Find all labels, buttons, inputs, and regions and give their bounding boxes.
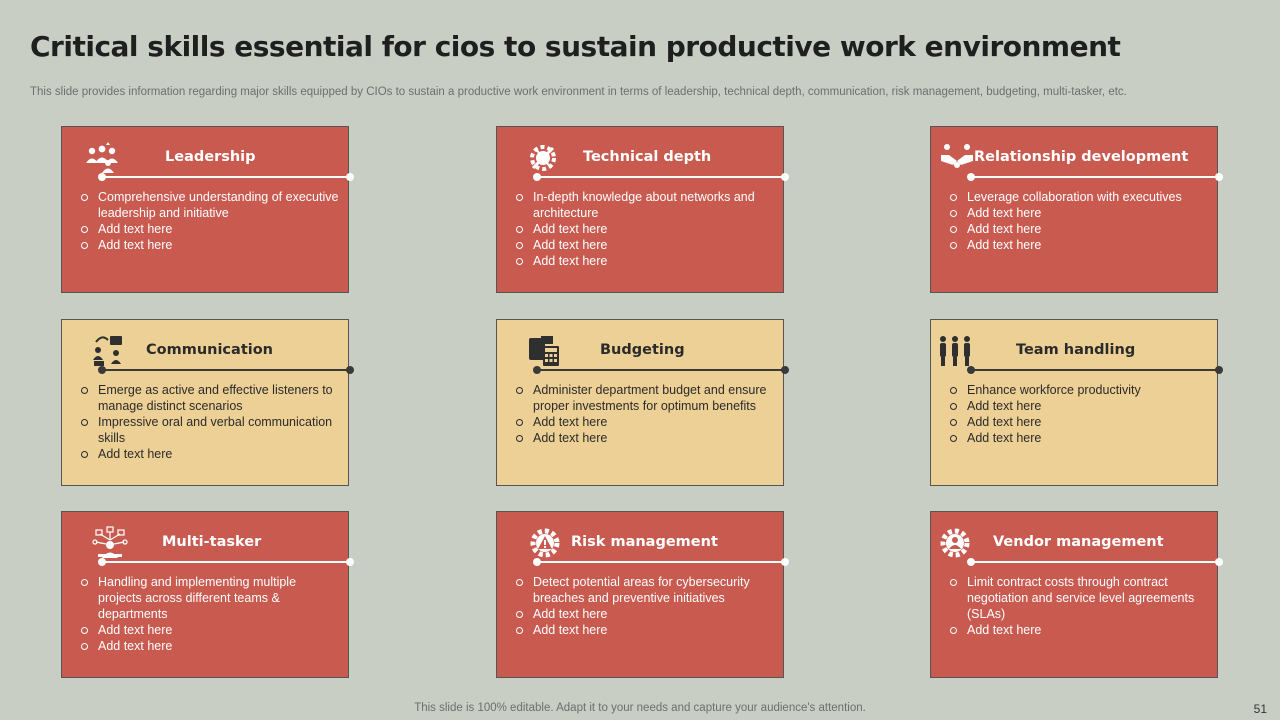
bullet-item: Comprehensive understanding of executive… xyxy=(80,189,340,221)
page-number: 51 xyxy=(1253,702,1267,716)
multitask-network-icon xyxy=(92,526,128,560)
skill-card: Relationship development Leverage collab… xyxy=(930,126,1223,293)
skill-card-title: Team handling xyxy=(1016,342,1136,358)
bullet-item: Add text here xyxy=(949,398,1209,414)
bullet-item: Add text here xyxy=(80,446,340,462)
skill-card-divider xyxy=(98,366,354,374)
team-leader-icon xyxy=(84,141,120,175)
bullet-item: Add text here xyxy=(80,221,340,237)
skill-card-title: Communication xyxy=(146,342,274,358)
bullet-item: Add text here xyxy=(515,606,775,622)
skill-card-divider xyxy=(533,366,789,374)
bullet-item: Impressive oral and verbal communication… xyxy=(80,414,340,446)
slide-title: Critical skills essential for cios to su… xyxy=(30,30,1121,63)
skill-card: Team handling Enhance workforce producti… xyxy=(930,319,1223,486)
bullet-item: Add text here xyxy=(515,622,775,638)
skill-card: Leadership Comprehensive understanding o… xyxy=(61,126,354,293)
tech-gear-icon xyxy=(525,141,561,175)
bullet-item: Emerge as active and effective listeners… xyxy=(80,382,340,414)
bullet-item: Enhance workforce productivity xyxy=(949,382,1209,398)
skill-card-header: Communication xyxy=(62,334,348,368)
bullet-item: Add text here xyxy=(515,253,775,269)
skill-card-bullets: Emerge as active and effective listeners… xyxy=(80,382,340,462)
bullet-item: Add text here xyxy=(949,622,1209,638)
bullet-item: Leverage collaboration with executives xyxy=(949,189,1209,205)
bullet-item: Add text here xyxy=(80,237,340,253)
skill-card-header: Multi-tasker xyxy=(62,526,348,560)
skill-card-divider xyxy=(967,366,1223,374)
skill-card: Multi-tasker Handling and implementing m… xyxy=(61,511,354,678)
vendor-gear-icon xyxy=(937,526,973,560)
skill-card-divider xyxy=(967,173,1223,181)
slide-footer: This slide is 100% editable. Adapt it to… xyxy=(414,702,866,714)
skill-card: Vendor management Limit contract costs t… xyxy=(930,511,1223,678)
skill-card: Budgeting Administer department budget a… xyxy=(496,319,789,486)
slide-subtitle: This slide provides information regardin… xyxy=(30,86,1127,98)
skill-card-title: Leadership xyxy=(165,149,256,165)
skill-card: Risk management Detect potential areas f… xyxy=(496,511,789,678)
skill-card-bullets: In-depth knowledge about networks and ar… xyxy=(515,189,775,269)
skill-card-divider xyxy=(967,558,1223,566)
bullet-item: Add text here xyxy=(949,221,1209,237)
bullet-item: Add text here xyxy=(515,237,775,253)
skill-card: Communication Emerge as active and effec… xyxy=(61,319,354,486)
skill-card-bullets: Handling and implementing multiple proje… xyxy=(80,574,340,654)
conversation-icon xyxy=(90,334,126,368)
bullet-item: Administer department budget and ensure … xyxy=(515,382,775,414)
skill-card-header: Budgeting xyxy=(497,334,783,368)
skill-card-header: Technical depth xyxy=(497,141,783,175)
skill-card-bullets: Comprehensive understanding of executive… xyxy=(80,189,340,253)
bullet-item: Handling and implementing multiple proje… xyxy=(80,574,340,622)
bullet-item: Limit contract costs through contract ne… xyxy=(949,574,1209,622)
team-group-icon xyxy=(937,334,973,368)
bullet-item: Detect potential areas for cybersecurity… xyxy=(515,574,775,606)
skill-card-title: Technical depth xyxy=(583,149,712,165)
skill-card-title: Budgeting xyxy=(600,342,685,358)
skill-card-title: Risk management xyxy=(571,534,718,550)
skill-card-bullets: Detect potential areas for cybersecurity… xyxy=(515,574,775,638)
bullet-item: Add text here xyxy=(515,430,775,446)
skill-card-divider xyxy=(533,173,789,181)
skill-card-bullets: Leverage collaboration with executives Ad… xyxy=(949,189,1209,253)
bullet-item: In-depth knowledge about networks and ar… xyxy=(515,189,775,221)
skill-card-bullets: Limit contract costs through contract ne… xyxy=(949,574,1209,638)
skill-card-header: Leadership xyxy=(62,141,348,175)
bullet-item: Add text here xyxy=(949,414,1209,430)
skill-card-divider xyxy=(533,558,789,566)
skill-card-bullets: Administer department budget and ensure … xyxy=(515,382,775,446)
risk-gear-icon xyxy=(527,526,563,560)
skill-card-title: Relationship development xyxy=(974,149,1189,165)
skill-card-header: Vendor management xyxy=(931,526,1217,560)
bullet-item: Add text here xyxy=(515,414,775,430)
bullet-item: Add text here xyxy=(949,430,1209,446)
skill-card-divider xyxy=(98,173,354,181)
bullet-item: Add text here xyxy=(80,622,340,638)
skill-card-header: Team handling xyxy=(931,334,1217,368)
skill-card-divider xyxy=(98,558,354,566)
skill-card-bullets: Enhance workforce productivity Add text h… xyxy=(949,382,1209,446)
calculator-cash-icon xyxy=(527,334,563,368)
skill-card-title: Multi-tasker xyxy=(162,534,262,550)
handshake-icon xyxy=(939,141,975,175)
bullet-item: Add text here xyxy=(515,221,775,237)
bullet-item: Add text here xyxy=(949,205,1209,221)
skill-card-header: Risk management xyxy=(497,526,783,560)
bullet-item: Add text here xyxy=(80,638,340,654)
skill-card: Technical depth In-depth knowledge about… xyxy=(496,126,789,293)
skill-card-header: Relationship development xyxy=(931,141,1217,175)
bullet-item: Add text here xyxy=(949,237,1209,253)
skill-card-title: Vendor management xyxy=(993,534,1164,550)
